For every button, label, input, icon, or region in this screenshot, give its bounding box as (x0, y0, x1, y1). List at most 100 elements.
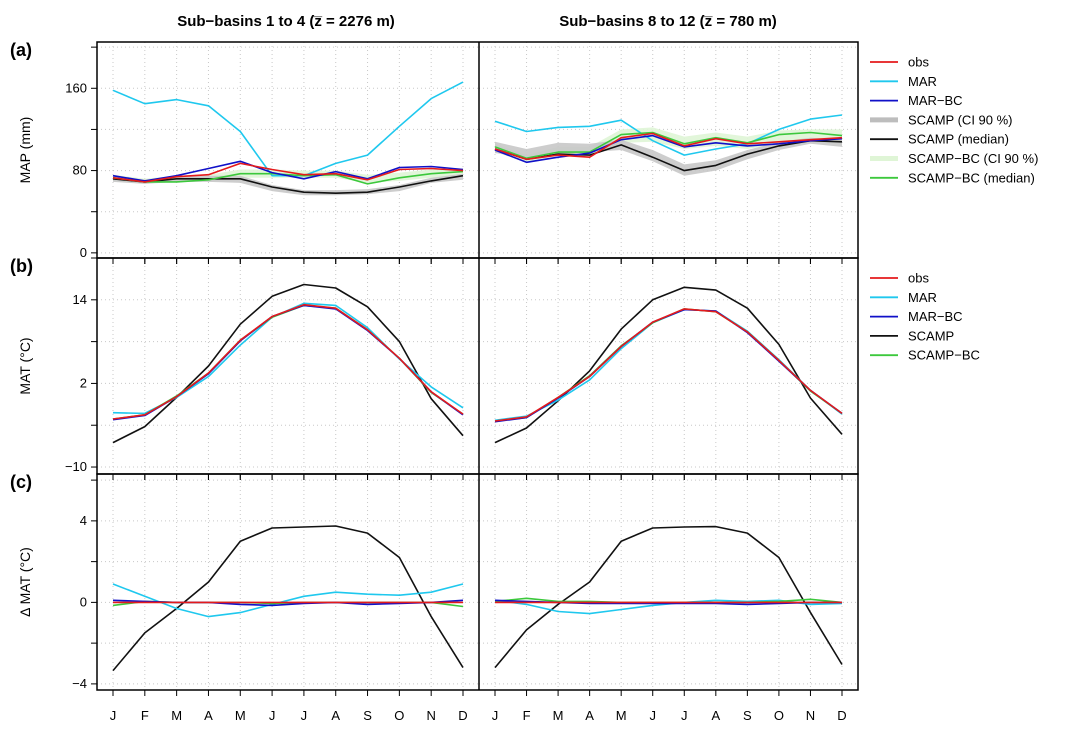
x-tick-label: D (458, 708, 467, 723)
series-line-scamp-bc (112, 170, 464, 185)
y-axis-label: MAP (mm) (17, 117, 33, 184)
x-tick-label: A (711, 708, 720, 723)
subplot-0-1 (479, 42, 858, 264)
x-axis-ticks (112, 258, 464, 264)
panel-frame (96, 41, 859, 259)
grid-lines (97, 474, 479, 690)
series-line-obs (494, 132, 843, 161)
panel-letter: (a) (10, 40, 32, 60)
x-tick-label: N (806, 708, 815, 723)
x-tick-label: D (837, 708, 846, 723)
legend-label: SCAMP−BC (median) (908, 170, 1035, 185)
x-tick-label: J (649, 708, 656, 723)
y-axis-ticks: 0 80 160 (65, 46, 97, 260)
series-line-scamp (494, 139, 843, 172)
legend-label: SCAMP (median) (908, 132, 1009, 147)
x-axis-ticks (494, 258, 843, 264)
series-line-scamp-bc (494, 131, 843, 159)
x-tick-label: F (523, 708, 531, 723)
series-line-mar-bc (112, 160, 464, 182)
series-line-mar (112, 81, 464, 177)
legend-label: MAR−BC (908, 309, 963, 324)
series-line-obs (112, 162, 464, 183)
legend-label: MAR (908, 74, 937, 89)
panel-1: (b) MAT (°C) −10 2 14 obs MAR MAR−BC SCAMP SCAMP−… (10, 256, 980, 480)
y-axis-label: Δ MAT (°C) (17, 547, 33, 617)
subplot-2-0 (97, 474, 479, 696)
grid-lines (479, 258, 858, 474)
x-axis-ticks (112, 474, 464, 696)
x-tick-label: J (492, 708, 499, 723)
x-tick-label: A (204, 708, 213, 723)
plot-area: (a) MAP (mm) 0 80 160 obs MAR MAR−BC SCAMP (CI 9… (10, 40, 1038, 723)
series-line-obs (112, 303, 464, 420)
series-line-obs (494, 308, 843, 422)
y-tick-label: −4 (72, 676, 87, 691)
legend: obs MAR MAR−BC SCAMP (CI 90 %) SCAMP (median… (870, 55, 1038, 185)
x-tick-label: F (141, 708, 149, 723)
x-tick-label: J (269, 708, 276, 723)
y-tick-label: 160 (65, 80, 87, 95)
panel-2: (c) Δ MAT (°C) −4 0 4 (10, 472, 859, 696)
legend-label: obs (908, 55, 929, 70)
panel-frame (96, 257, 859, 475)
series-line-scamp (494, 525, 843, 669)
series-line-mar (112, 583, 464, 618)
series-line-scamp (112, 525, 464, 672)
x-tick-label: S (363, 708, 372, 723)
x-tick-label: M (616, 708, 627, 723)
subplot-1-0 (97, 258, 479, 480)
legend-label: MAR−BC (908, 93, 963, 108)
x-tick-label: J (110, 708, 117, 723)
panel-frame (96, 473, 859, 691)
x-tick-label: A (331, 708, 340, 723)
column-title-left: Sub−basins 1 to 4 (z̅ = 2276 m) (177, 13, 395, 30)
series-line-mar-bc (494, 134, 843, 164)
grid-lines (479, 474, 858, 690)
series-line-mar (112, 302, 464, 415)
legend-label: obs (908, 271, 929, 286)
subplot-0-0 (97, 42, 479, 264)
subplot-1-1 (479, 258, 858, 480)
legend-label: SCAMP (CI 90 %) (908, 112, 1013, 127)
y-axis-label: MAT (°C) (17, 337, 33, 394)
y-axis-ticks: −4 0 4 (72, 479, 97, 691)
x-tick-label: M (171, 708, 182, 723)
legend: obs MAR MAR−BC SCAMP SCAMP−BC (870, 271, 980, 363)
x-tick-label: J (301, 708, 308, 723)
series-line-scamp (112, 174, 464, 194)
legend-label: SCAMP−BC (CI 90 %) (908, 151, 1038, 166)
y-tick-label: 4 (80, 513, 87, 528)
x-tick-label: O (394, 708, 404, 723)
legend-label: SCAMP (908, 328, 954, 343)
y-tick-label: 80 (73, 163, 87, 178)
y-tick-label: 2 (80, 375, 87, 390)
y-tick-label: −10 (65, 459, 87, 474)
x-tick-label: S (743, 708, 752, 723)
series-line-scamp (112, 283, 464, 444)
panel-letter: (b) (10, 256, 33, 276)
x-tick-label: M (235, 708, 246, 723)
x-tick-label: O (774, 708, 784, 723)
subplot-2-1 (479, 474, 858, 696)
y-axis-ticks: −10 2 14 (65, 257, 97, 474)
x-tick-label: M (553, 708, 564, 723)
x-axis-ticks (494, 474, 843, 696)
x-tick-label: J (681, 708, 688, 723)
series-line-scamp (494, 286, 843, 444)
x-tick-label: A (585, 708, 594, 723)
grid-lines (479, 42, 858, 258)
x-axis-ticks (494, 258, 843, 480)
ci-band (495, 137, 842, 176)
y-tick-label: 0 (80, 594, 87, 609)
x-tick-label: N (426, 708, 435, 723)
panel-letter: (c) (10, 472, 32, 492)
panel-0: (a) MAP (mm) 0 80 160 obs MAR MAR−BC SCAMP (CI 9… (10, 40, 1038, 264)
legend-label: MAR (908, 290, 937, 305)
series-line-mar (494, 114, 843, 156)
y-tick-label: 14 (73, 292, 87, 307)
legend-label: SCAMP−BC (908, 348, 980, 363)
column-titles: Sub−basins 1 to 4 (z̅ = 2276 m) Sub−basi… (177, 13, 777, 30)
